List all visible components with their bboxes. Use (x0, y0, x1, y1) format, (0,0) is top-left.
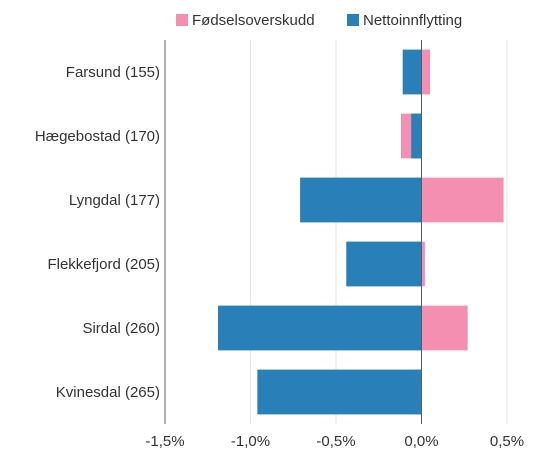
bar-nettoinnflytting[interactable] (346, 241, 422, 287)
grid-layer (164, 40, 508, 424)
category-label: Sirdal (260) (82, 320, 160, 337)
x-tick-label: -0,5% (316, 433, 355, 450)
bar-layer (218, 49, 504, 415)
category-label: Flekkefjord (205) (47, 256, 160, 273)
bar-nettoinnflytting[interactable] (402, 49, 422, 95)
axis-layer (164, 40, 422, 424)
bar-nettoinnflytting[interactable] (411, 113, 422, 159)
x-tick-label: 0,0% (404, 433, 438, 450)
x-tick-label: 0,5% (490, 433, 524, 450)
x-tick-label: -1,0% (231, 433, 270, 450)
bar-fodselsoverskudd[interactable] (421, 49, 431, 95)
legend-label[interactable]: Fødselsoverskudd (192, 12, 315, 29)
legend-label[interactable]: Nettoinnflytting (363, 12, 462, 29)
category-label: Farsund (155) (66, 64, 160, 81)
x-tick-label: -1,5% (145, 433, 184, 450)
bar-nettoinnflytting[interactable] (300, 177, 422, 223)
bar-fodselsoverskudd[interactable] (421, 241, 425, 287)
bar-fodselsoverskudd[interactable] (421, 177, 504, 223)
category-label: Hægebostad (170) (35, 128, 160, 145)
legend-swatch[interactable] (176, 14, 188, 26)
bar-nettoinnflytting[interactable] (257, 369, 422, 415)
category-label: Kvinesdal (265) (56, 384, 160, 401)
category-label: Lyngdal (177) (69, 192, 160, 209)
legend: Fødselsoverskudd Nettoinnflytting (176, 12, 462, 29)
bar-nettoinnflytting[interactable] (218, 305, 422, 351)
bar-fodselsoverskudd[interactable] (421, 305, 468, 351)
legend-swatch[interactable] (347, 14, 359, 26)
label-layer: -1,5% -1,0% -0,5% 0,0% 0,5% Farsund (155) Hæge… (35, 64, 524, 450)
